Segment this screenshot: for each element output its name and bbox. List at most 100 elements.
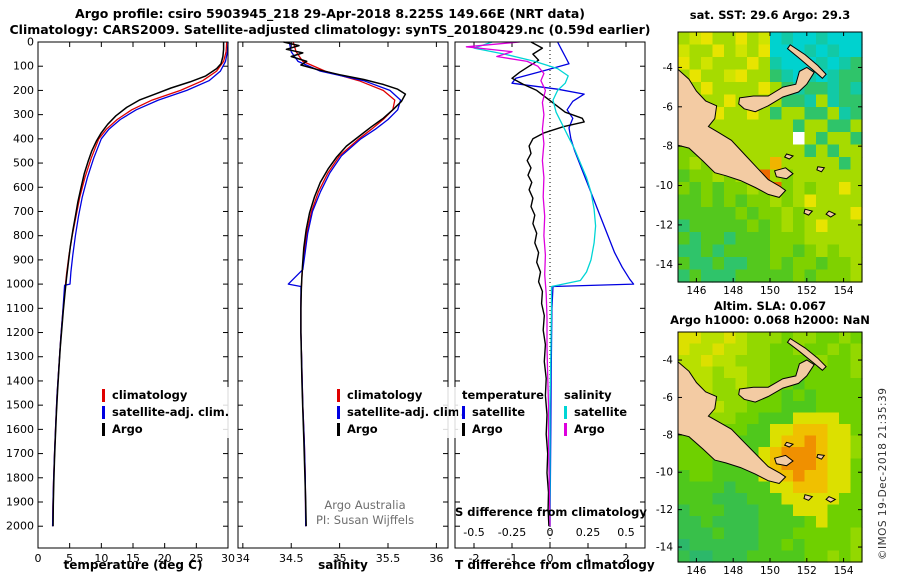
depth-tick-label: 1900 [6, 496, 34, 509]
coastline [803, 208, 814, 216]
x-tick-label: 10 [94, 552, 108, 565]
argo-australia-credit: Argo Australia PI: Susan Wijffels [280, 498, 450, 528]
depth-tick-label: 500 [13, 157, 34, 170]
legend-label: satellite-adj. clim. [112, 405, 230, 419]
argo-line-sample [462, 423, 465, 436]
sla-map: 146 148 150 152 154 -4 -6 -8 -10 -12 -14 [656, 331, 863, 577]
depth-tick-label: 300 [13, 108, 34, 121]
lon-tick-label: 148 [723, 285, 743, 297]
depth-tick-label: 700 [13, 205, 34, 218]
coastline [677, 68, 787, 198]
legend-item: climatology [333, 387, 464, 404]
legend-item: satellite-adj. clim. [333, 404, 464, 421]
x-tick-label: 0 [35, 552, 42, 565]
depth-tick-label: 1200 [6, 326, 34, 339]
argo-line-sample [564, 423, 567, 436]
sla-title: Altim. SLA: 0.067 [713, 299, 827, 313]
lon-tick-label: 154 [834, 565, 854, 577]
legend-item: climatology [98, 387, 229, 404]
legend-item: satellite-adj. clim. [98, 404, 229, 421]
x-tick-label: 34.5 [279, 552, 304, 565]
coastline [803, 494, 814, 501]
legend-label: climatology [347, 388, 423, 402]
lat-tick-label: -10 [656, 180, 673, 192]
x-tick-label: 35 [333, 552, 347, 565]
credit-line1: Argo Australia [324, 498, 406, 512]
x-tick-label: -1 [507, 552, 518, 565]
climatology-line-sample [337, 389, 340, 402]
series-satellite-adj. clim. [287, 41, 402, 527]
legend-header: salinity [564, 388, 612, 402]
temperature-axis-label: temperature (deg C) [63, 558, 203, 572]
lat-tick-label: -14 [656, 259, 673, 271]
lat-tick-label: -10 [656, 467, 673, 479]
climatology-line-sample [102, 389, 105, 402]
coastline [783, 153, 795, 160]
lat-tick-label: -14 [656, 542, 673, 554]
t-difference-axis-label: T difference from climatology [455, 558, 655, 572]
lat-tick-label: -6 [663, 392, 674, 404]
argo-line-sample [337, 423, 340, 436]
depth-tick-label: 2000 [6, 520, 34, 533]
series-climatology [51, 41, 228, 527]
legend-label: Argo [112, 422, 143, 436]
depth-tick-label: 1000 [6, 278, 34, 291]
coastline [783, 441, 795, 448]
series-satellite-adj. clim. [51, 41, 229, 527]
lat-tick-label: -12 [656, 504, 673, 516]
lat-tick-label: -4 [663, 62, 674, 74]
depth-tick-label: 0 [27, 36, 34, 49]
difference-salinity-legend: salinity satellite Argo [560, 387, 628, 438]
s-tick-label: -0.5 [463, 526, 484, 539]
difference-temperature-legend: temperature satellite Argo [458, 387, 544, 438]
coastline [738, 359, 815, 403]
sst-map-title: sat. SST: 29.6 Argo: 29.3 [689, 8, 851, 22]
depth-tick-label: 100 [13, 60, 34, 73]
salinity-axis-label: salinity [318, 558, 368, 572]
lon-tick-label: 146 [686, 285, 706, 297]
series-S satellite [473, 41, 597, 527]
s-tick-label: 0.25 [576, 526, 601, 539]
depth-tick-label: 1300 [6, 350, 34, 363]
lat-tick-label: -8 [663, 429, 673, 441]
argo-heights-title: Argo h1000: 0.068 h2000: NaN [670, 313, 870, 327]
x-tick-label: 5 [66, 552, 73, 565]
legend-item: Argo [560, 421, 627, 438]
series-climatology [292, 41, 396, 527]
coastline [816, 453, 826, 460]
depth-tick-label: 1500 [6, 399, 34, 412]
temperature-profile-panel: 0 5 10 15 20 25 300100200300400500600700800900… [6, 36, 235, 566]
lon-tick-label: 150 [760, 285, 780, 297]
coastline [786, 44, 827, 79]
lat-tick-label: -6 [663, 101, 674, 113]
lat-tick-label: -12 [656, 219, 673, 231]
series-Argo [283, 41, 407, 527]
x-tick-label: -2 [469, 552, 480, 565]
page-title-line1: Argo profile: csiro 5903945_218 29-Apr-2… [75, 6, 585, 21]
lon-tick-label: 152 [797, 565, 817, 577]
x-tick-label: 15 [126, 552, 140, 565]
lon-tick-label: 148 [723, 565, 743, 577]
page-title-line2: Climatology: CARS2009. Satellite-adjuste… [9, 22, 651, 37]
x-tick-label: 25 [189, 552, 203, 565]
depth-tick-label: 1700 [6, 447, 34, 460]
lon-tick-label: 154 [834, 285, 854, 297]
legend-label: climatology [112, 388, 188, 402]
lon-tick-label: 150 [760, 565, 780, 577]
argo-line-sample [102, 423, 105, 436]
lat-tick-label: -4 [663, 355, 674, 367]
lat-tick-label: -8 [663, 141, 673, 153]
legend-header: temperature [462, 388, 544, 402]
satellite-clim-line-sample [337, 406, 340, 419]
depth-tick-label: 600 [13, 181, 34, 194]
x-tick-label: 0 [547, 552, 554, 565]
legend-item: satellite [458, 404, 544, 421]
legend-label: Argo [574, 422, 605, 436]
credit-line2: PI: Susan Wijffels [315, 513, 415, 527]
depth-tick-label: 1100 [6, 302, 34, 315]
series-Argo [52, 42, 225, 527]
coastline [786, 337, 827, 371]
coastline [773, 454, 794, 467]
